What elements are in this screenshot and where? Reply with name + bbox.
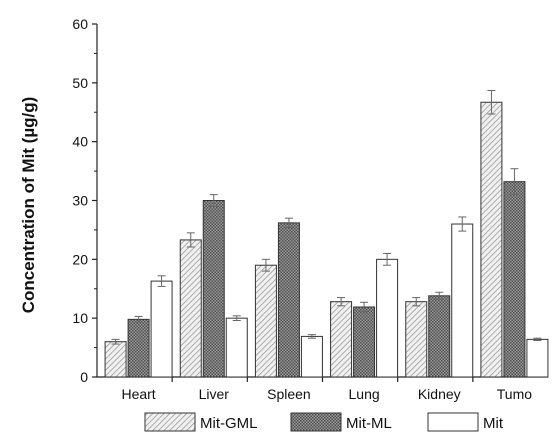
axes: 0 10 20 30 40 50 60 Heart Liver Spleen Lung Kidney T… [72,16,548,402]
bar-mit-ml-heart [127,318,150,378]
y-tick-label: 20 [72,251,88,267]
bar-mit-spleen [300,335,323,378]
legend-label: Mit [483,415,504,432]
y-tick-label: 30 [72,193,88,209]
legend-label: Mit-GML [200,415,258,432]
x-tick-label: Tumo [497,386,532,402]
bar-mit-tumo [526,338,549,378]
bar-mit-ml-tumo [503,181,526,378]
bar-mit-gml-spleen [254,264,277,378]
bar-mit-gml-heart [104,341,127,378]
y-tick-label: 60 [72,16,88,32]
y-tick-label: 0 [80,369,88,385]
x-tick-label: Kidney [418,386,461,402]
bar-mit-lung [376,258,399,378]
legend-swatch [290,412,342,432]
bar-mit-heart [150,280,173,378]
y-axis-label-group: Concentration of Mit (µg/g) [19,97,38,314]
x-tick-label: Heart [121,386,155,402]
bar-mit-liver [225,317,248,378]
legend: Mit-GML Mit-ML Mit [144,412,504,432]
x-tick-label: Spleen [267,386,311,402]
y-tick-label: 50 [72,75,88,91]
bar-mit-kidney [451,223,474,378]
x-tick-label: Lung [349,386,380,402]
bar-mit-ml-lung [353,306,376,378]
bar-mit-gml-liver [179,239,202,378]
y-axis-label: Concentration of Mit (µg/g) [19,97,38,314]
legend-swatch [144,412,196,432]
y-tick-label: 10 [72,310,88,326]
bar-mit-gml-kidney [405,301,428,378]
y-tick-label: 40 [72,134,88,150]
bar-mit-gml-lung [330,301,353,378]
legend-label: Mit-ML [346,415,392,432]
bars [104,89,549,378]
bar-mit-ml-spleen [277,222,300,378]
bar-mit-ml-liver [202,200,225,378]
x-tick-label: Liver [199,386,230,402]
bar-mit-gml-tumo [480,101,503,378]
bar-mit-ml-kidney [428,295,451,378]
legend-swatch [427,412,479,432]
